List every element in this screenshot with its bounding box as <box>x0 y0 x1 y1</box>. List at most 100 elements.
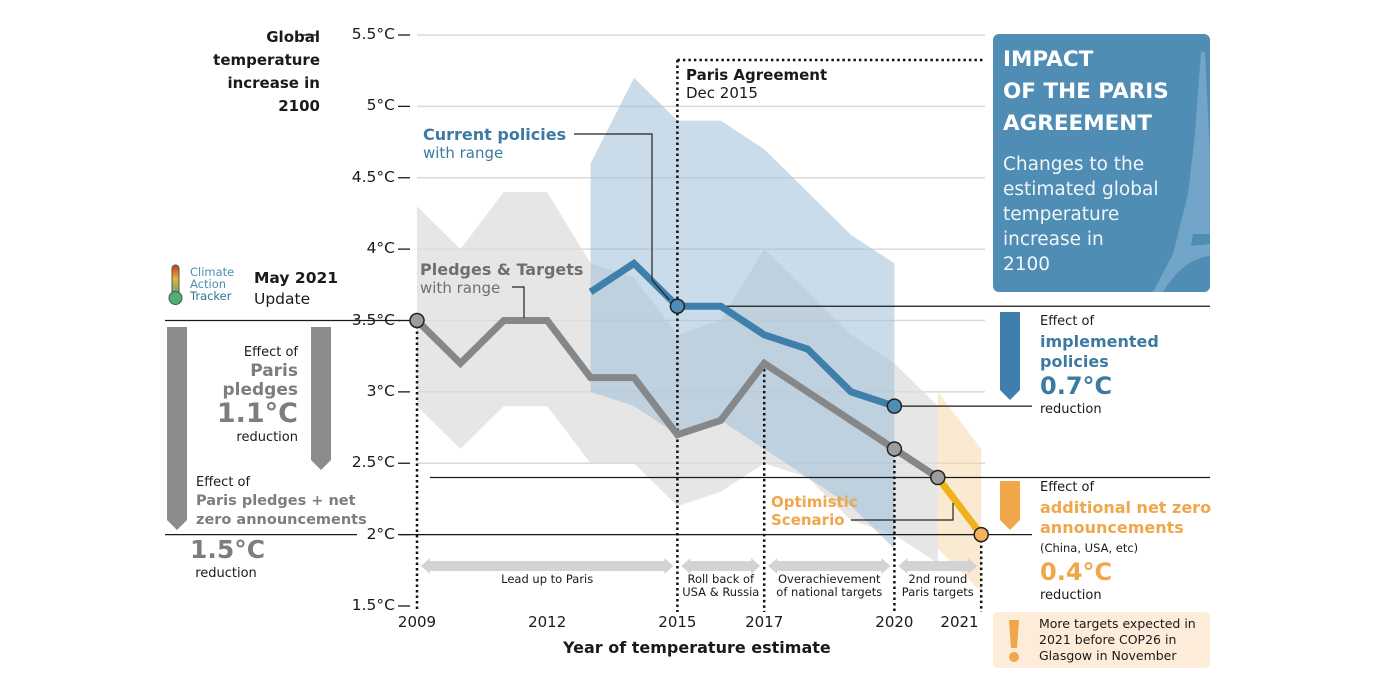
down-arrow-icon <box>311 327 331 470</box>
series-label: Optimistic <box>771 493 858 511</box>
effect-implemented-policies: Effect of implemented policies 0.7°C red… <box>1040 312 1159 420</box>
effect-pledges-net-zero: Effect of Paris pledges + net zero annou… <box>196 473 367 530</box>
down-arrow-icon <box>167 327 187 530</box>
y-tick-label: 4.5°C <box>351 167 395 186</box>
era-label: Roll back of USA & Russia <box>682 572 760 599</box>
note-box: More targets expected in 2021 before COP… <box>993 612 1210 668</box>
impact-title-line: AGREEMENT <box>1003 111 1152 136</box>
ytitle-line: temperature <box>213 51 320 69</box>
paris-agreement-label: Paris Agreement Dec 2015 <box>686 66 827 102</box>
impact-subtitle-line: temperature <box>1003 204 1120 225</box>
effect-net-zero: Effect of additional net zero announceme… <box>1040 478 1211 606</box>
series-label: Current policies <box>423 125 567 144</box>
impact-title: IMPACT OF THE PARIS AGREEMENT <box>1003 44 1169 140</box>
effect-post: reduction <box>1040 588 1102 603</box>
range-area-optimistic-scenario <box>937 391 982 592</box>
series-label: Pledges & Targets <box>420 260 584 279</box>
exclamation-icon <box>1009 620 1019 662</box>
update-date: May 2021 <box>254 269 339 287</box>
impact-subtitle-line: increase in <box>1003 229 1104 250</box>
era-arrows <box>421 558 978 574</box>
impact-subtitle-line: 2100 <box>1003 254 1051 275</box>
x-axis-title: Year of temperature estimate <box>563 638 831 657</box>
effect-pre: Effect of <box>243 345 298 360</box>
ytitle-line: increase in <box>227 74 320 92</box>
logo-text: Tracker <box>190 289 232 303</box>
impact-subtitle: Changes to the estimated global temperat… <box>1003 152 1158 277</box>
era-arrow <box>768 558 891 574</box>
ytitle-line: 2100 <box>278 97 320 115</box>
effect-title: zero announcements <box>196 512 367 528</box>
data-point-marker <box>886 398 903 414</box>
effect-value: 1.5°C <box>190 535 266 564</box>
data-point-marker <box>930 469 946 486</box>
series-line-current-policies <box>588 258 896 410</box>
y-tick-label: 4°C <box>366 239 395 258</box>
impact-title-line: IMPACT <box>1003 47 1094 72</box>
leader-line <box>574 133 670 301</box>
series-lines <box>414 258 984 537</box>
era-label: 2nd round Paris targets <box>901 572 974 599</box>
y-tick-label: 2°C <box>366 524 395 543</box>
down-arrow-icon <box>1000 481 1020 530</box>
range-area-current-policies <box>590 77 895 549</box>
x-tick-label: 2009 <box>397 613 437 631</box>
effect-pre: Effect of <box>196 475 251 490</box>
data-point-marker <box>669 298 686 314</box>
x-tick-label: 2015 <box>658 613 697 631</box>
effect-title: Paris pledges + net <box>196 493 356 509</box>
effect-title: pledges <box>222 380 298 400</box>
effect-title: announcements <box>1040 518 1184 537</box>
effect-post: reduction <box>1040 402 1102 417</box>
effect-title: implemented <box>1040 332 1159 351</box>
effect-pledges-net-zero-value: 1.5°C reduction <box>190 535 266 583</box>
y-tick-label: 5°C <box>366 96 395 115</box>
update-label: May 2021 Update <box>254 268 338 310</box>
vertical-dotted-lines <box>415 58 985 612</box>
x-tick-label: 2017 <box>745 613 784 631</box>
y-axis-title: Global temperature increase in 2100 <box>170 26 320 118</box>
eiffel-tower-icon <box>1153 52 1210 292</box>
impact-subtitle-line: estimated global <box>1003 179 1159 200</box>
series-sublabel: with range <box>423 144 504 162</box>
reference-lines <box>165 305 1210 536</box>
note-line: 2021 before COP26 in <box>1039 632 1177 647</box>
effect-title: additional net zero <box>1040 498 1212 517</box>
series-sublabel: with range <box>420 279 501 297</box>
data-point-marker <box>886 441 903 457</box>
effect-note: (China, USA, etc) <box>1040 541 1139 555</box>
thermometer-icon <box>168 264 183 305</box>
y-tick-label: 1.5°C <box>351 596 395 614</box>
note-line: More targets expected in <box>1039 616 1196 631</box>
label-leaders <box>512 133 954 521</box>
down-arrow-icon <box>1000 312 1020 400</box>
data-point-marker <box>973 526 989 543</box>
effect-post: reduction <box>236 430 298 445</box>
x-tick-label: 2020 <box>875 613 914 631</box>
axis-ticks <box>300 34 410 607</box>
era-label: Overachievement of national targets <box>776 572 883 599</box>
effect-value: 0.4°C <box>1040 558 1113 586</box>
series-line-pledges-targets <box>414 317 940 481</box>
effect-paris-pledges: Effect of Paris pledges 1.1°C reduction <box>196 343 298 447</box>
annotation-title: Paris Agreement <box>686 66 828 84</box>
effect-title: policies <box>1040 352 1109 371</box>
effect-pre: Effect of <box>1040 314 1095 329</box>
x-tick-label: 2012 <box>528 613 567 631</box>
era-arrow <box>421 558 674 574</box>
optimistic-label: Optimistic Scenario <box>771 493 858 529</box>
effect-title: Paris <box>250 361 298 381</box>
series-markers <box>409 298 989 543</box>
range-areas <box>417 77 982 592</box>
series-label: Scenario <box>771 511 845 529</box>
impact-subtitle-line: Changes to the <box>1003 154 1145 175</box>
effect-value: 0.7°C <box>1040 372 1113 400</box>
y-tick-label: 3°C <box>366 381 395 400</box>
note-text: More targets expected in 2021 before COP… <box>1039 616 1196 664</box>
era-arrow <box>681 558 761 574</box>
effect-post: reduction <box>195 566 257 581</box>
impact-box: IMPACT OF THE PARIS AGREEMENT Changes to… <box>993 34 1210 292</box>
note-line: Glasgow in November <box>1039 648 1177 663</box>
y-tick-label: 2.5°C <box>351 453 395 472</box>
